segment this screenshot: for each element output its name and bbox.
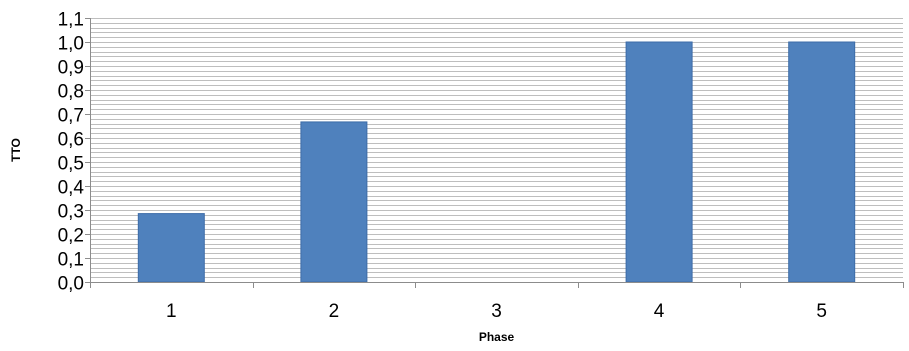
x-tick-label: 5	[816, 301, 827, 322]
x-tick-label: 1	[166, 301, 177, 322]
tick-labels: 0,0 0,1 0,2 0,3 0,4 0,5 0,6 0,7 0,8 0,9 1,0 1,1 1 2 3 4…	[58, 10, 827, 323]
y-tick-label: 0,5	[58, 154, 84, 175]
y-tick-label: 0,0	[58, 274, 84, 295]
y-tick-label: 0,6	[58, 130, 84, 151]
bar-1	[137, 213, 205, 283]
bars	[137, 41, 856, 283]
y-tick-label: 1,1	[58, 10, 84, 31]
x-tick-label: 2	[329, 301, 340, 322]
bar-5	[788, 41, 856, 283]
y-axis-title: TTO	[9, 138, 23, 162]
x-tick-label: 4	[654, 301, 665, 322]
axes	[85, 18, 904, 288]
gridlines	[90, 18, 903, 278]
y-tick-label: 0,9	[58, 58, 84, 79]
y-tick-label: 0,2	[58, 226, 84, 247]
y-tick-label: 1,0	[58, 34, 84, 55]
bar-4	[625, 41, 693, 283]
y-tick-label: 0,8	[58, 82, 84, 103]
x-tick-label: 3	[491, 301, 502, 322]
y-tick-label: 0,7	[58, 106, 84, 127]
y-tick-label: 0,4	[58, 178, 85, 199]
y-tick-label: 0,1	[58, 250, 84, 271]
x-axis-title: Phase	[479, 330, 515, 344]
y-tick-label: 0,3	[58, 202, 84, 223]
bar-2	[300, 121, 368, 283]
